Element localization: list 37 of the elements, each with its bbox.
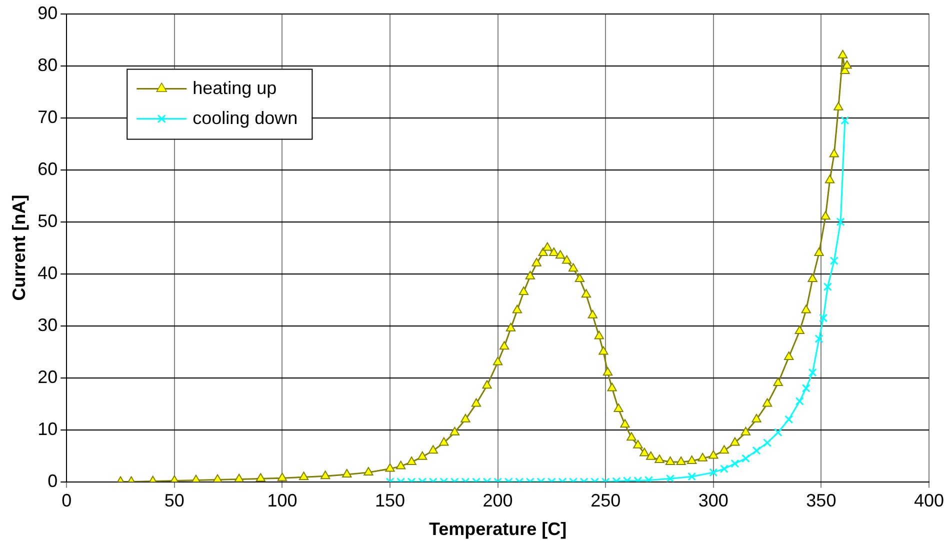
point xyxy=(802,384,810,392)
point xyxy=(823,282,832,292)
y-tick-label: 60 xyxy=(38,158,58,179)
point xyxy=(830,256,838,266)
y-tick-label: 80 xyxy=(38,54,58,75)
point xyxy=(836,218,845,226)
point xyxy=(730,459,740,468)
point xyxy=(644,476,653,482)
legend-label: heating up xyxy=(192,78,277,98)
x-tick-label: 400 xyxy=(914,490,944,511)
legend-label: cooling down xyxy=(192,108,298,128)
point xyxy=(795,396,804,406)
y-tick-label: 10 xyxy=(38,418,58,439)
point xyxy=(819,314,828,322)
point xyxy=(814,334,824,344)
y-tick-label: 40 xyxy=(38,262,58,283)
point xyxy=(666,474,675,482)
point xyxy=(808,368,817,377)
y-tick-label: 0 xyxy=(48,470,58,491)
x-tick-label: 250 xyxy=(590,490,621,511)
point xyxy=(774,428,782,437)
x-tick-label: 0 xyxy=(62,490,72,511)
y-axis-title: Current [nA] xyxy=(8,194,29,301)
y-tick-label: 30 xyxy=(38,314,58,335)
x-tick-label: 150 xyxy=(374,490,406,511)
point xyxy=(784,415,794,424)
x-axis-title: Temperature [C] xyxy=(428,519,567,540)
x-tick-label: 100 xyxy=(267,490,298,511)
y-tick-label: 90 xyxy=(38,2,58,23)
y-tick-label: 20 xyxy=(38,366,58,387)
x-tick-label: 50 xyxy=(164,490,184,511)
x-tick-label: 300 xyxy=(698,490,728,511)
x-tick-label: 200 xyxy=(482,490,513,511)
point xyxy=(752,446,761,455)
y-tick-label: 70 xyxy=(38,106,58,127)
y-tick-label: 50 xyxy=(38,210,58,231)
x-tick-label: 350 xyxy=(806,490,836,511)
